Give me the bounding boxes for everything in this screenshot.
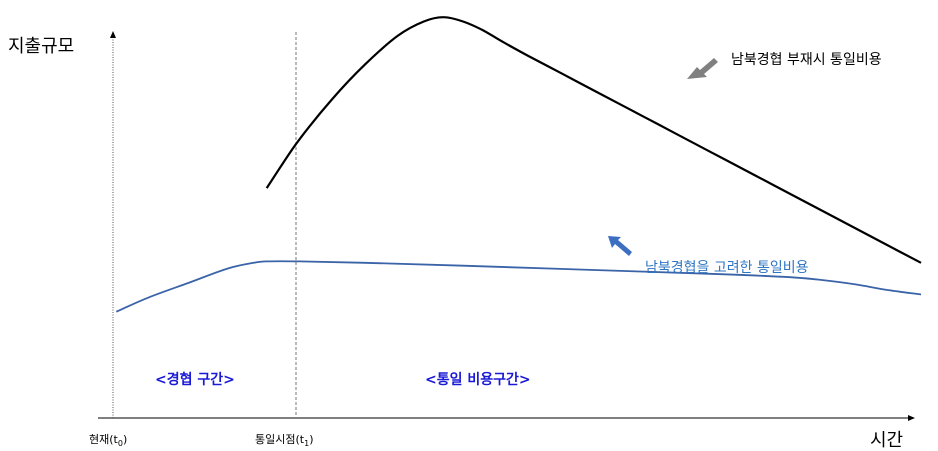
annotation-arrow-no-cooperation-icon — [687, 58, 718, 79]
series-line-no-cooperation — [265, 16, 922, 264]
series-label-no-cooperation: 남북경협 부재시 통일비용 — [731, 52, 882, 68]
series-line-with-cooperation — [115, 260, 922, 313]
y-axis-label: 지출규모 — [8, 36, 74, 57]
region-label-unification: <통일 비용구간> — [425, 371, 531, 388]
x-axis-label: 시간 — [870, 430, 903, 451]
x-tick-label-unification: 통일시점(t1) — [255, 432, 313, 448]
x-tick-label-now: 현재(t0) — [89, 433, 127, 448]
annotation-arrow-with-cooperation-icon — [608, 236, 632, 256]
region-label-cooperation: <경협 구간> — [155, 371, 235, 388]
series-label-with-cooperation: 남북경협을 고려한 통일비용 — [645, 260, 809, 276]
